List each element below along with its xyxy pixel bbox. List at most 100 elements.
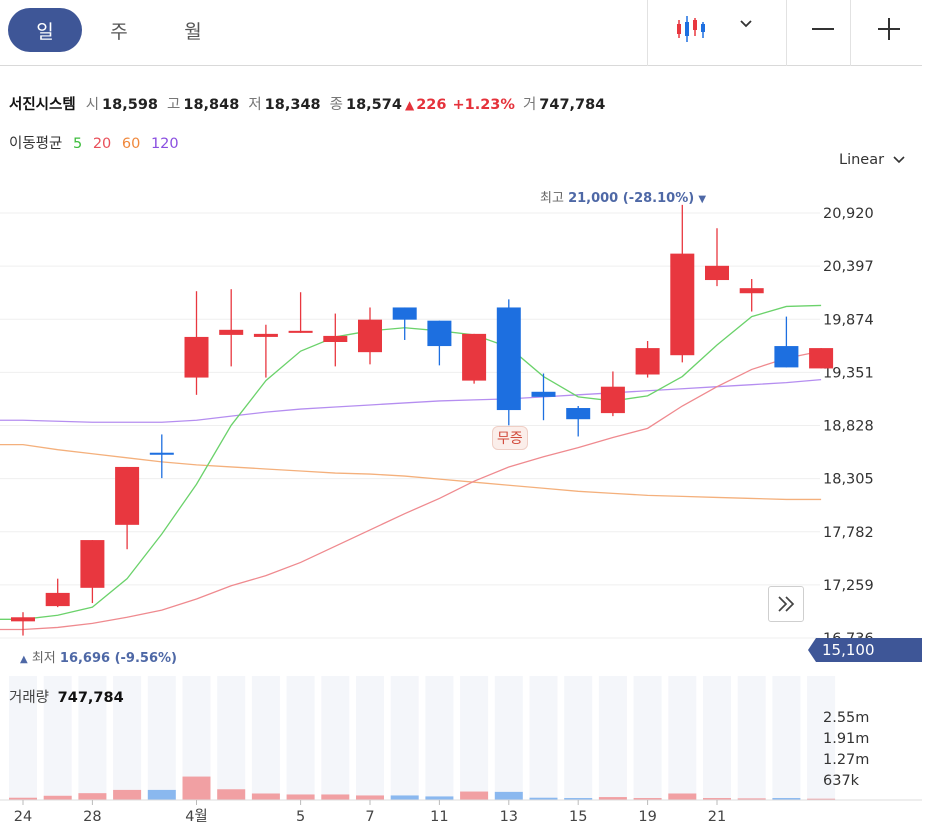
volume-bar (356, 795, 384, 800)
price-axis-label: 20,920 (823, 206, 874, 222)
volume-bar (321, 794, 350, 800)
volume-column-bg (390, 676, 419, 800)
up-triangle-icon: ▲ (20, 654, 28, 665)
price-axis-label: 18,828 (823, 419, 874, 435)
volume-bar (807, 798, 836, 800)
high-label: 고 (167, 97, 181, 113)
current-price-tag: 15,100 (808, 638, 922, 662)
volume-column-bg (598, 676, 627, 800)
ma5-line (0, 304, 822, 620)
price-chart[interactable]: 20,920 20,397 19,874 19,351 18,828 18,305 17,7… (0, 166, 936, 839)
tab-week[interactable]: 주 (110, 20, 128, 43)
price-axis-label: 19,874 (823, 312, 874, 328)
volume-bar (703, 798, 731, 800)
volume-bar (113, 789, 142, 800)
toolbar-divider (647, 0, 648, 66)
candle-body (323, 335, 348, 343)
high-value: 18,848 (183, 97, 240, 113)
candle-body (219, 329, 244, 335)
volume-bar (182, 776, 211, 800)
candle-body (705, 265, 729, 281)
candle-body (45, 592, 70, 607)
tab-day[interactable]: 일 (8, 8, 82, 52)
scale-label: Linear (839, 152, 885, 168)
price-axis-label: 18,305 (823, 472, 874, 488)
ma120-line (0, 378, 822, 423)
volume-bar (147, 789, 176, 800)
moving-average-legend[interactable]: 이동평균 5 20 60 120 (9, 132, 185, 153)
candle-body (427, 320, 452, 347)
volume-column-bg (113, 676, 142, 800)
candle-body (288, 330, 313, 333)
event-badge[interactable]: 무증 (492, 426, 528, 450)
open-label: 시 (85, 97, 100, 113)
volume-column-bg (494, 676, 523, 800)
quote-summary: 서진시스템 시 18,598 고 18,848 저 18,348 종 18,57… (9, 93, 614, 114)
tab-month[interactable]: 월 (184, 20, 202, 43)
candlestick-icon[interactable] (676, 14, 710, 44)
low-marker: ▲ 최저 16,696 (-9.56%) (20, 647, 177, 666)
candle-body (739, 288, 764, 294)
volume-bar (425, 796, 454, 800)
chart-toolbar: 일 주 월 (0, 0, 922, 66)
candle-body (600, 386, 625, 414)
volume-column-bg (633, 676, 662, 800)
candle-body (531, 391, 556, 397)
ma-label: 이동평균 (9, 136, 63, 152)
stock-name: 서진시스템 (9, 97, 76, 113)
ma-20: 20 (92, 136, 112, 152)
high-marker: 최고 21,000 (-28.10%) ▼ (540, 187, 706, 206)
volume-bar (633, 798, 662, 800)
down-triangle-icon: ▼ (698, 194, 707, 205)
candle-body (635, 348, 660, 375)
volume-column-bg (425, 676, 454, 800)
volume-column-bg (43, 676, 72, 800)
date-axis-label: 13 (500, 809, 518, 825)
candle-body (774, 346, 799, 368)
expand-button[interactable] (768, 586, 804, 622)
candle-body (496, 307, 521, 411)
date-axis-label: 4월 (185, 808, 208, 825)
volume-bar (43, 795, 72, 800)
volume-column-bg (251, 676, 280, 800)
candle-body (253, 333, 278, 337)
volume-column-bg (529, 676, 558, 800)
close-value: 18,574 (345, 97, 402, 113)
volume-bar (251, 793, 280, 800)
ma-5: 5 (72, 136, 83, 152)
high-marker-value: 21,000 (-28.10%) (568, 191, 695, 206)
volume-column-bg (703, 676, 731, 800)
volume-title-label: 거래량 (9, 690, 50, 706)
candle-body (809, 348, 834, 369)
candle-body (358, 319, 382, 353)
plus-icon[interactable] (872, 12, 906, 46)
close-label: 종 (329, 97, 343, 113)
scale-select[interactable]: Linear (839, 152, 906, 168)
volume-column-bg (147, 676, 176, 800)
candle-body (184, 336, 209, 378)
volume-bar (564, 798, 593, 800)
volume-title-value: 747,784 (57, 690, 124, 706)
volume-label: 거 (522, 97, 537, 113)
volume-axis-label: 2.55m (823, 710, 869, 726)
toolbar-divider (786, 0, 787, 66)
price-axis-label: 17,259 (823, 578, 874, 594)
candle-body (80, 540, 105, 588)
date-axis-label: 11 (430, 809, 448, 825)
volume-bar (529, 797, 558, 800)
volume-column-bg (78, 676, 107, 800)
date-axis-label: 24 (14, 809, 32, 825)
ma20-line (0, 350, 822, 631)
volume-bar (737, 798, 766, 800)
minus-icon[interactable] (806, 12, 840, 46)
volume-column-bg (356, 676, 384, 800)
volume-column-bg (460, 676, 489, 800)
volume-bar (9, 797, 37, 800)
volume-axis-label: 1.91m (823, 731, 869, 747)
chevron-down-icon[interactable] (738, 18, 754, 30)
volume-column-bg (286, 676, 315, 800)
candle-body (462, 333, 487, 381)
volume-column-bg (668, 676, 697, 800)
ma-120: 120 (150, 136, 179, 152)
volume-column-bg (807, 676, 836, 800)
